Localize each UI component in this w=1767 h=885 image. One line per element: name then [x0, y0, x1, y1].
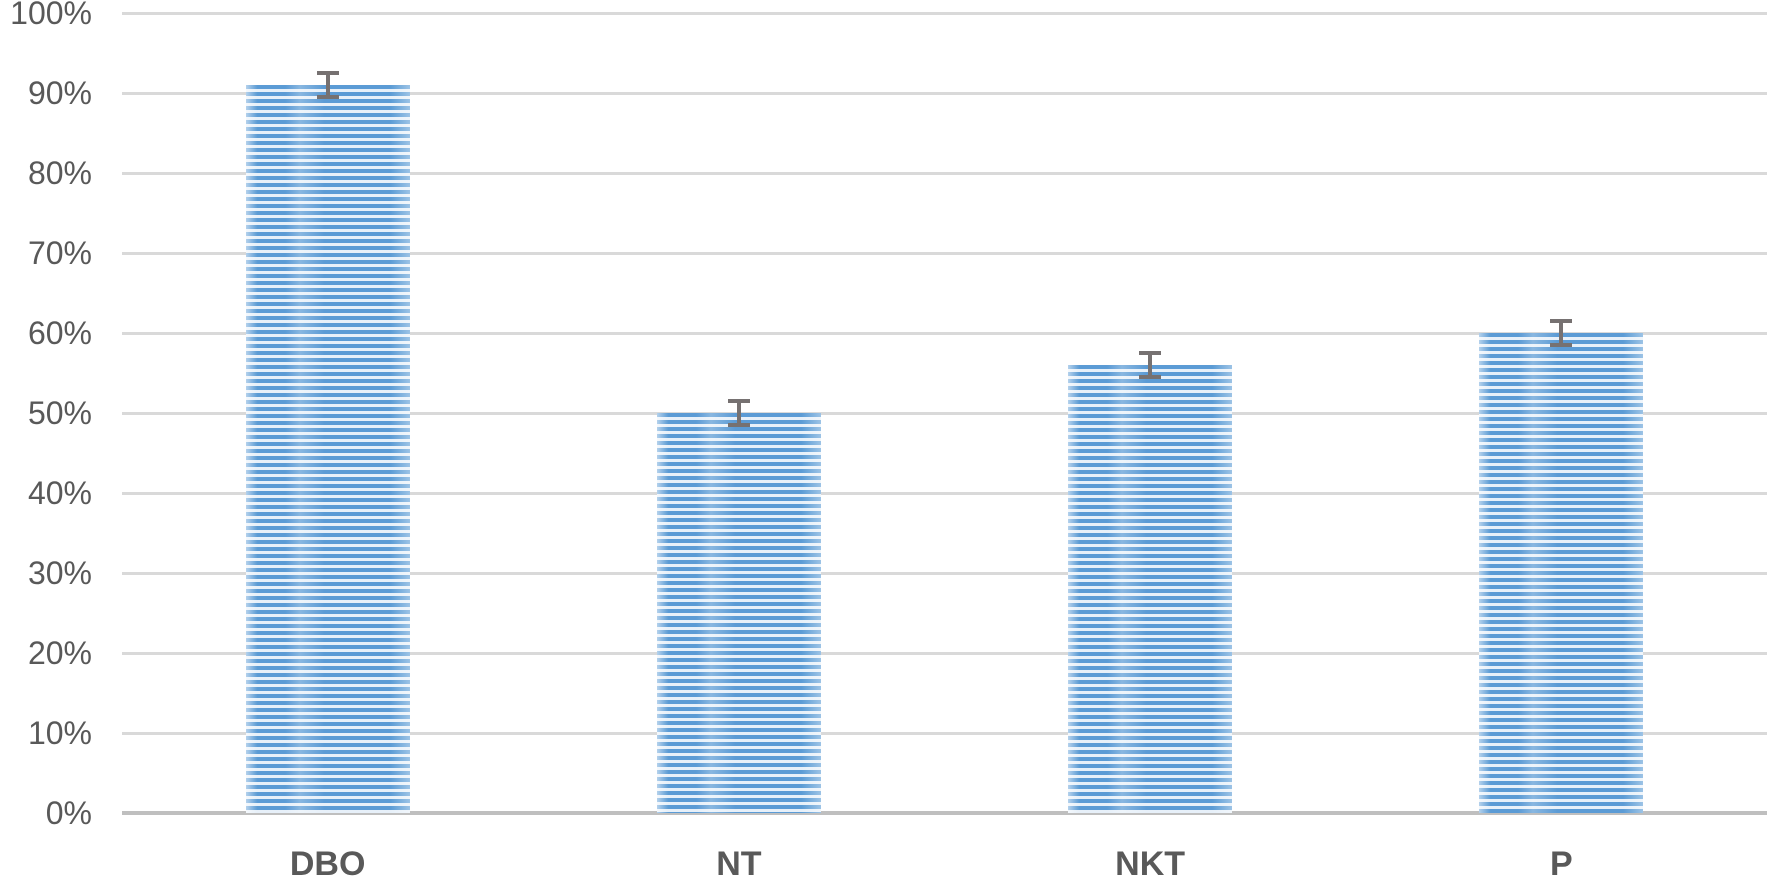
error-bar-top-cap-NT — [727, 399, 750, 404]
bar-NKT — [1068, 365, 1233, 813]
y-tick-label: 30% — [27, 555, 92, 591]
y-tick-label: 40% — [27, 475, 92, 511]
bar-DBO — [245, 85, 410, 813]
error-bar-top-cap-NKT — [1139, 350, 1162, 355]
y-tick-label: 90% — [27, 75, 92, 111]
error-bar-top-cap-DBO — [316, 71, 339, 76]
x-axis-baseline — [122, 811, 1767, 815]
gridline-70% — [122, 252, 1767, 255]
bar-P — [1479, 333, 1644, 813]
gridline-40% — [122, 492, 1767, 495]
y-tick-label: 70% — [27, 235, 92, 271]
error-bar-line-NT — [736, 403, 741, 423]
y-tick-label: 50% — [27, 395, 92, 431]
error-bar-top-cap-P — [1550, 319, 1573, 324]
error-bar-line-NKT — [1148, 354, 1153, 376]
error-bar-bottom-cap-DBO — [316, 94, 339, 99]
bar-sheen — [1068, 365, 1233, 813]
y-tick-label: 0% — [45, 795, 92, 831]
gridline-50% — [122, 412, 1767, 415]
error-bar-bottom-cap-P — [1550, 342, 1573, 347]
bar-NT — [656, 413, 821, 813]
error-bar-bottom-cap-NKT — [1139, 375, 1162, 380]
category-label-DBO: DBO — [289, 845, 366, 883]
y-tick-label: 20% — [27, 635, 92, 671]
gridline-60% — [122, 332, 1767, 335]
error-bar-line-DBO — [325, 75, 330, 95]
y-tick-label: 80% — [27, 155, 92, 191]
y-tick-label: 100% — [10, 0, 92, 31]
y-tick-label: 10% — [27, 715, 92, 751]
category-label-NKT: NKT — [1115, 845, 1186, 883]
bar-sheen — [1479, 333, 1644, 813]
gridline-80% — [122, 172, 1767, 175]
error-bar-line-P — [1559, 323, 1564, 343]
category-label-P: P — [1550, 845, 1573, 883]
gridline-100% — [122, 12, 1767, 15]
gridline-30% — [122, 572, 1767, 575]
bar-sheen — [656, 413, 821, 813]
gridline-10% — [122, 732, 1767, 735]
gridline-20% — [122, 652, 1767, 655]
gridline-90% — [122, 92, 1767, 95]
y-tick-label: 60% — [27, 315, 92, 351]
error-bar-bottom-cap-NT — [727, 422, 750, 427]
bar-sheen — [245, 85, 410, 813]
category-label-NT: NT — [716, 845, 762, 883]
